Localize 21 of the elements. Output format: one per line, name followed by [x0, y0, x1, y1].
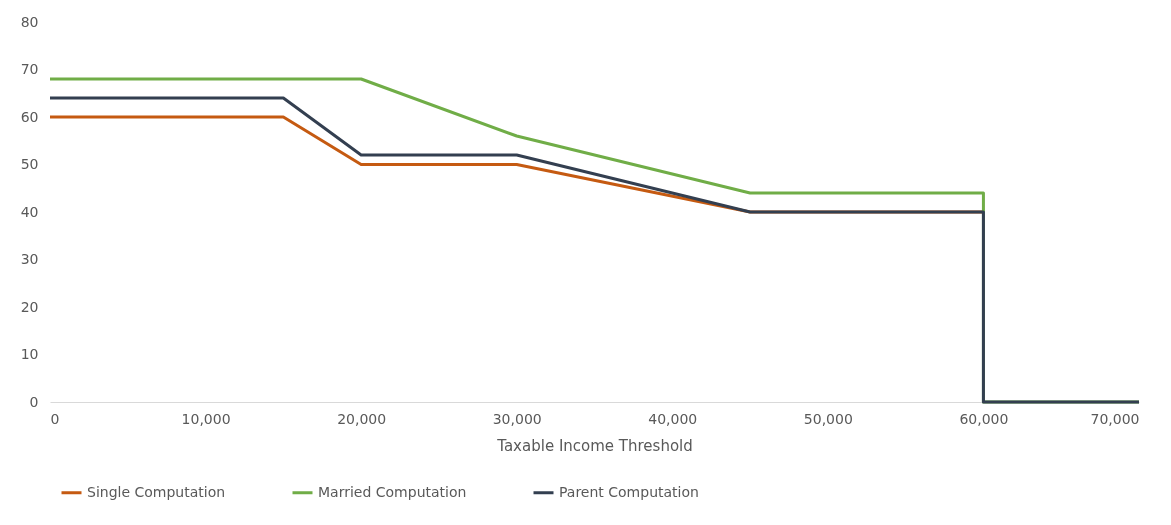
- y-tick-label: 10: [20, 346, 39, 362]
- x-axis-title: Taxable Income Threshold: [496, 436, 693, 455]
- x-tick-label: 60,000: [959, 410, 1009, 427]
- x-tick-label: 0: [50, 410, 60, 427]
- x-tick-label: 10,000: [181, 410, 231, 427]
- y-tick-label: 0: [29, 393, 39, 410]
- x-tick-label: 40,000: [648, 410, 698, 427]
- y-tick-label: 30: [20, 251, 39, 267]
- y-tick-label: 20: [20, 298, 39, 315]
- y-tick-label: 80: [20, 13, 39, 30]
- x-tick-label: 20,000: [337, 410, 387, 427]
- legend-label: Parent Computation: [559, 483, 699, 500]
- y-tick-label: 40: [20, 203, 39, 220]
- legend-label: Single Computation: [87, 483, 226, 500]
- x-tick-label: 50,000: [803, 410, 853, 427]
- x-tick-label: 70,000: [1090, 410, 1140, 427]
- y-tick-label: 70: [20, 61, 39, 77]
- x-tick-label: 30,000: [492, 410, 542, 427]
- y-tick-label: 60: [20, 108, 39, 125]
- y-tick-label: 50: [20, 156, 39, 172]
- legend-label: Married Computation: [318, 483, 467, 500]
